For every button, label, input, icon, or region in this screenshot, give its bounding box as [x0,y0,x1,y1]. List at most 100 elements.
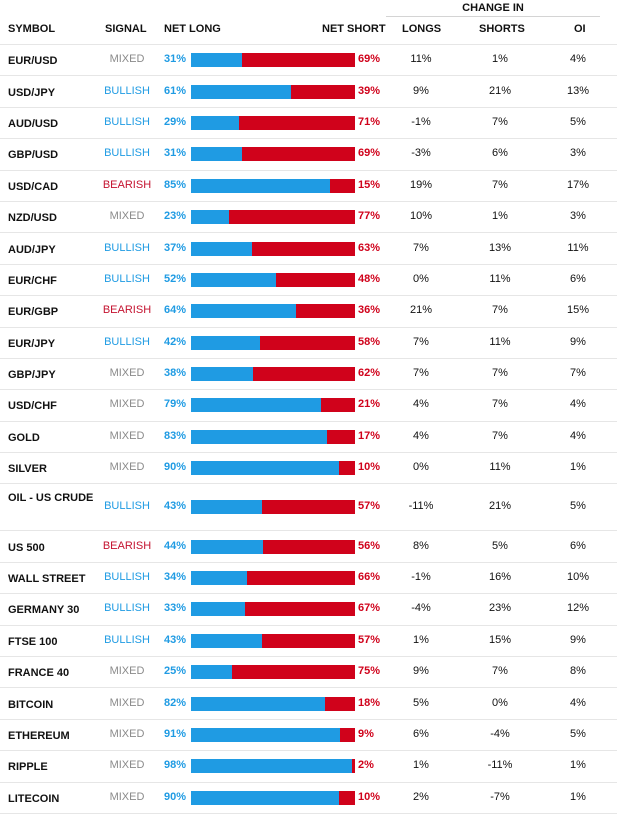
sentiment-bar [191,728,355,742]
longs-change-value: 10% [409,210,433,223]
symbol-label[interactable]: NZD/USD [8,212,57,225]
table-row[interactable]: LITECOIN MIXED 90% 10% 2% -7% 1% [0,783,617,814]
net-long-value: 82% [163,696,186,709]
shorts-change-value: 7% [492,115,508,128]
symbol-label[interactable]: USD/CAD [8,180,59,193]
net-long-value: 52% [163,272,186,285]
net-long-fill [191,367,254,382]
table-row[interactable]: BITCOIN MIXED 82% 18% 5% 0% 4% [0,688,617,720]
longs-change-value: 7% [413,367,429,380]
shorts-change-value: 11% [489,335,511,348]
shorts-change-value: 21% [488,84,512,97]
table-row[interactable]: USD/JPY BULLISH 61% 39% 9% 21% 13% [0,76,617,108]
oi-change-value: 17% [566,178,590,191]
oi-change-value: 4% [570,696,586,709]
net-long-fill [191,759,352,774]
table-row[interactable]: GERMANY 30 BULLISH 33% 67% -4% 23% 12% [0,594,617,626]
table-row[interactable]: USD/CAD BEARISH 85% 15% 19% 7% 17% [0,171,617,202]
sentiment-bar [191,210,355,225]
symbol-label[interactable]: USD/CHF [8,400,57,413]
net-long-value: 98% [163,759,186,772]
net-short-value: 63% [358,241,381,254]
table-row[interactable]: AUD/USD BULLISH 29% 71% -1% 7% 5% [0,108,617,140]
symbol-label[interactable]: AUD/JPY [8,243,56,256]
shorts-change-value: 11% [489,461,511,474]
signal-label: BULLISH [104,571,150,584]
symbol-label[interactable]: RIPPLE [8,761,48,774]
net-short-value: 39% [358,84,381,97]
shorts-change-value: 7% [492,178,508,191]
net-short-value: 10% [358,790,381,803]
table-row[interactable]: GBP/USD BULLISH 31% 69% -3% 6% 3% [0,139,617,171]
net-long-value: 44% [163,539,186,552]
signal-label: MIXED [109,728,145,740]
net-long-fill [191,84,292,99]
table-row[interactable]: GBP/JPY MIXED 38% 62% 7% 7% 7% [0,359,617,391]
net-long-fill [191,665,232,680]
table-row[interactable]: SILVER MIXED 90% 10% 0% 11% 1% [0,453,617,485]
table-row[interactable]: WALL STREET BULLISH 34% 66% -1% 16% 10% [0,563,617,595]
symbol-label[interactable]: FRANCE 40 [8,667,70,680]
symbol-label[interactable]: BITCOIN [8,698,54,711]
sentiment-bar [191,53,355,68]
table-row[interactable]: RIPPLE MIXED 98% 2% 1% -11% 1% [0,751,617,783]
signal-label: BULLISH [104,241,150,254]
symbol-label[interactable]: FTSE 100 [8,635,58,648]
table-row[interactable]: US 500 BEARISH 44% 56% 8% 5% 6% [0,531,617,563]
symbol-label[interactable]: WALL STREET [8,573,86,586]
signal-column-header: SIGNAL [105,23,147,35]
signal-label: BULLISH [104,84,150,97]
symbol-label[interactable]: GBP/JPY [8,369,56,382]
symbol-label[interactable]: EUR/GBP [8,306,59,319]
table-row[interactable]: FTSE 100 BULLISH 43% 57% 1% 15% 9% [0,626,617,658]
sentiment-bar [191,429,355,444]
symbol-label[interactable]: LITECOIN [8,792,60,805]
net-short-value: 9% [358,728,374,740]
table-row[interactable]: ETHEREUM MIXED 91% 9% 6% -4% 5% [0,720,617,752]
shorts-change-value: 16% [488,571,512,584]
signal-label: BULLISH [104,147,150,160]
symbol-label[interactable]: USD/JPY [8,86,56,99]
net-long-value: 43% [163,633,186,646]
table-row[interactable]: EUR/JPY BULLISH 42% 58% 7% 11% 9% [0,328,617,359]
longs-change-value: -4% [411,602,431,615]
longs-change-value: 1% [413,759,429,772]
table-row[interactable]: USD/CHF MIXED 79% 21% 4% 7% 4% [0,390,617,422]
table-row[interactable]: NZD/USD MIXED 23% 77% 10% 1% 3% [0,202,617,234]
sentiment-bar [191,178,355,193]
longs-change-value: 0% [413,272,429,285]
net-short-value: 62% [358,367,381,380]
symbol-label[interactable]: US 500 [8,541,45,554]
table-row[interactable]: FRANCE 40 MIXED 25% 75% 9% 7% 8% [0,657,617,689]
net-long-fill [191,398,321,413]
sentiment-bar [191,539,355,554]
signal-label: MIXED [109,429,145,442]
symbol-label[interactable]: GBP/USD [8,149,59,162]
symbol-label[interactable]: GERMANY 30 [8,604,80,617]
signal-label: MIXED [109,53,145,66]
table-row[interactable]: OIL - US CRUDE BULLISH 43% 57% -11% 21% 5% [0,484,617,532]
table-row[interactable]: GOLD MIXED 83% 17% 4% 7% 4% [0,422,617,454]
table-row[interactable]: AUD/JPY BULLISH 37% 63% 7% 13% 11% [0,233,617,265]
symbol-label[interactable]: OIL - US CRUDE [8,492,94,505]
net-long-value: 42% [163,335,186,348]
shorts-change-value: 23% [488,602,512,615]
signal-label: MIXED [109,696,145,709]
sentiment-bar [191,461,355,476]
shorts-change-value: 7% [492,429,508,442]
symbol-label[interactable]: SILVER [8,463,47,476]
symbol-label[interactable]: AUD/USD [8,117,59,130]
shorts-change-value: 7% [492,665,508,678]
net-long-value: 25% [163,665,186,678]
net-long-value: 83% [163,429,186,442]
oi-change-value: 3% [570,147,586,160]
symbol-label[interactable]: EUR/JPY [8,337,56,350]
symbol-label[interactable]: EUR/CHF [8,274,57,287]
table-row[interactable]: EUR/CHF BULLISH 52% 48% 0% 11% 6% [0,265,617,297]
table-body: EUR/USD MIXED 31% 69% 11% 1% 4% USD/JPY BULLISH 6… [0,45,617,814]
symbol-label[interactable]: EUR/USD [8,55,58,68]
symbol-label[interactable]: ETHEREUM [8,730,70,742]
symbol-label[interactable]: GOLD [8,431,40,444]
table-row[interactable]: EUR/GBP BEARISH 64% 36% 21% 7% 15% [0,296,617,328]
table-row[interactable]: EUR/USD MIXED 31% 69% 11% 1% 4% [0,45,617,77]
